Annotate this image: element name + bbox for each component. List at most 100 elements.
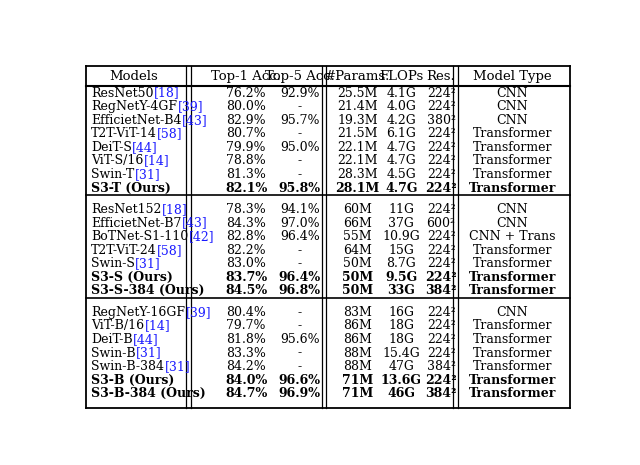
Text: Top-5 Acc.: Top-5 Acc. bbox=[265, 70, 335, 82]
Text: CNN: CNN bbox=[497, 86, 529, 100]
Text: Swin-T: Swin-T bbox=[91, 168, 134, 181]
Text: 384²: 384² bbox=[426, 387, 457, 400]
Text: S3-S-384 (Ours): S3-S-384 (Ours) bbox=[91, 285, 204, 298]
Text: [39]: [39] bbox=[177, 100, 203, 113]
Text: 600²: 600² bbox=[427, 217, 456, 230]
Text: 224²: 224² bbox=[427, 346, 456, 359]
Text: 18G: 18G bbox=[388, 319, 415, 332]
Text: 96.8%: 96.8% bbox=[279, 285, 321, 298]
Text: [39]: [39] bbox=[186, 306, 211, 319]
Text: #Params.: #Params. bbox=[324, 70, 390, 82]
Text: Swin-S: Swin-S bbox=[91, 257, 135, 270]
Text: 86M: 86M bbox=[343, 319, 372, 332]
Text: 79.7%: 79.7% bbox=[227, 319, 266, 332]
Text: 15G: 15G bbox=[388, 244, 414, 257]
Text: 224²: 224² bbox=[425, 271, 457, 284]
Text: CNN: CNN bbox=[497, 306, 529, 319]
Text: Models: Models bbox=[109, 70, 158, 82]
Text: 92.9%: 92.9% bbox=[280, 86, 319, 100]
Text: 97.0%: 97.0% bbox=[280, 217, 319, 230]
Text: 80.4%: 80.4% bbox=[226, 306, 266, 319]
Text: Transformer: Transformer bbox=[473, 360, 552, 373]
Text: 8.7G: 8.7G bbox=[387, 257, 416, 270]
Text: 224²: 224² bbox=[427, 319, 456, 332]
Text: 55M: 55M bbox=[343, 230, 372, 243]
Text: S3-S (Ours): S3-S (Ours) bbox=[91, 271, 173, 284]
Text: -: - bbox=[298, 127, 302, 140]
Text: Transformer: Transformer bbox=[473, 168, 552, 181]
Text: 224²: 224² bbox=[427, 127, 456, 140]
Text: 22.1M: 22.1M bbox=[337, 141, 378, 154]
Text: Transformer: Transformer bbox=[473, 154, 552, 167]
Text: 4.5G: 4.5G bbox=[387, 168, 416, 181]
Text: Res.: Res. bbox=[427, 70, 456, 82]
Text: EfficietNet-B4: EfficietNet-B4 bbox=[91, 113, 181, 126]
Text: 224²: 224² bbox=[427, 230, 456, 243]
Text: Transformer: Transformer bbox=[473, 319, 552, 332]
Text: Transformer: Transformer bbox=[469, 271, 556, 284]
Text: Transformer: Transformer bbox=[469, 285, 556, 298]
Text: 79.9%: 79.9% bbox=[227, 141, 266, 154]
Text: 50M: 50M bbox=[342, 271, 373, 284]
Text: 4.0G: 4.0G bbox=[387, 100, 417, 113]
Text: 4.7G: 4.7G bbox=[387, 154, 416, 167]
Text: 50M: 50M bbox=[343, 257, 372, 270]
Text: 96.6%: 96.6% bbox=[279, 374, 321, 387]
Text: 96.9%: 96.9% bbox=[279, 387, 321, 400]
Text: S3-T (Ours): S3-T (Ours) bbox=[91, 181, 171, 194]
Text: ResNet152: ResNet152 bbox=[91, 203, 161, 216]
Text: 78.3%: 78.3% bbox=[227, 203, 266, 216]
Text: DeiT-B: DeiT-B bbox=[91, 333, 132, 346]
Text: 47G: 47G bbox=[388, 360, 414, 373]
Text: 82.8%: 82.8% bbox=[227, 230, 266, 243]
Text: -: - bbox=[298, 346, 302, 359]
Text: 33G: 33G bbox=[387, 285, 415, 298]
Text: 81.3%: 81.3% bbox=[226, 168, 266, 181]
Text: -: - bbox=[298, 319, 302, 332]
Text: [18]: [18] bbox=[162, 203, 188, 216]
Text: 64M: 64M bbox=[343, 244, 372, 257]
Text: 60M: 60M bbox=[343, 203, 372, 216]
Text: 83.0%: 83.0% bbox=[226, 257, 266, 270]
Text: 96.4%: 96.4% bbox=[280, 230, 319, 243]
Text: -: - bbox=[298, 244, 302, 257]
Text: 224²: 224² bbox=[425, 374, 457, 387]
Text: 78.8%: 78.8% bbox=[227, 154, 266, 167]
Text: 84.0%: 84.0% bbox=[225, 374, 268, 387]
Text: 4.7G: 4.7G bbox=[385, 181, 418, 194]
Text: BoTNet-S1-110: BoTNet-S1-110 bbox=[91, 230, 188, 243]
Text: [44]: [44] bbox=[132, 141, 158, 154]
Text: 10.9G: 10.9G bbox=[383, 230, 420, 243]
Text: Transformer: Transformer bbox=[473, 127, 552, 140]
Text: 95.0%: 95.0% bbox=[280, 141, 319, 154]
Text: [31]: [31] bbox=[136, 346, 162, 359]
Text: 18G: 18G bbox=[388, 333, 415, 346]
Text: S3-B-384 (Ours): S3-B-384 (Ours) bbox=[91, 387, 205, 400]
Text: [31]: [31] bbox=[164, 360, 190, 373]
Text: 384²: 384² bbox=[426, 285, 457, 298]
Text: EfficietNet-B7: EfficietNet-B7 bbox=[91, 217, 181, 230]
Text: 4.1G: 4.1G bbox=[387, 86, 417, 100]
Text: Swin-B-384: Swin-B-384 bbox=[91, 360, 164, 373]
Text: 224²: 224² bbox=[427, 100, 456, 113]
Text: 80.7%: 80.7% bbox=[227, 127, 266, 140]
Text: -: - bbox=[298, 168, 302, 181]
Text: 82.1%: 82.1% bbox=[225, 181, 268, 194]
Text: [43]: [43] bbox=[182, 113, 207, 126]
Text: 4.7G: 4.7G bbox=[387, 141, 416, 154]
Text: 84.3%: 84.3% bbox=[226, 217, 266, 230]
Text: RegNetY-16GF: RegNetY-16GF bbox=[91, 306, 185, 319]
Text: 95.8%: 95.8% bbox=[279, 181, 321, 194]
Text: Transformer: Transformer bbox=[473, 257, 552, 270]
Text: 96.4%: 96.4% bbox=[278, 271, 321, 284]
Text: ViT-S/16: ViT-S/16 bbox=[91, 154, 143, 167]
Text: 9.5G: 9.5G bbox=[385, 271, 417, 284]
Text: 37G: 37G bbox=[388, 217, 414, 230]
Text: S3-B (Ours): S3-B (Ours) bbox=[91, 374, 174, 387]
Text: [58]: [58] bbox=[157, 127, 183, 140]
Text: Transformer: Transformer bbox=[469, 387, 556, 400]
Text: 95.7%: 95.7% bbox=[280, 113, 319, 126]
Text: 86M: 86M bbox=[343, 333, 372, 346]
Text: 82.2%: 82.2% bbox=[227, 244, 266, 257]
Text: 25.5M: 25.5M bbox=[337, 86, 378, 100]
